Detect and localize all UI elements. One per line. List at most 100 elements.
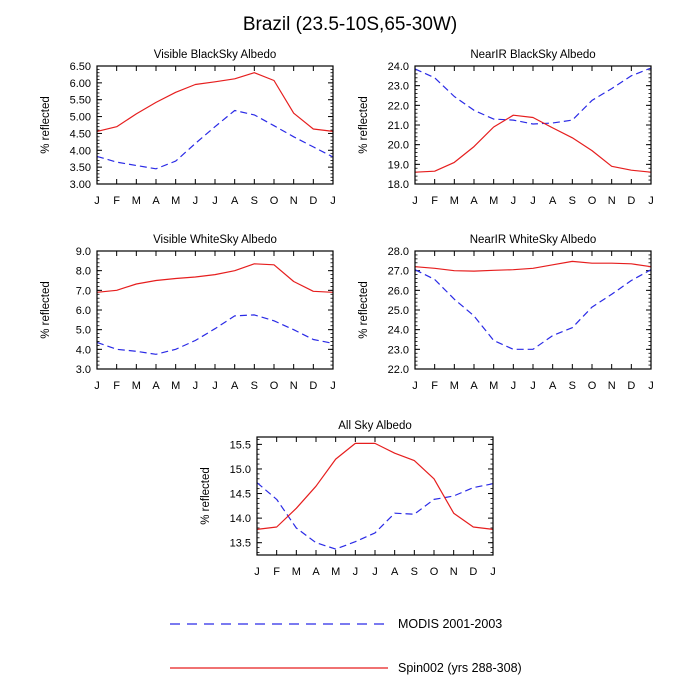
panel-title: NearIR WhiteSky Albedo bbox=[470, 234, 597, 246]
y-tick-label: 3.00 bbox=[70, 179, 91, 191]
y-tick-label: 21.0 bbox=[388, 120, 409, 132]
series-line-spin002-yrs-288-308 bbox=[256, 442, 494, 530]
y-tick-label: 26.0 bbox=[388, 285, 409, 297]
x-tick-label: J bbox=[254, 566, 260, 578]
x-tick-label: J bbox=[330, 195, 336, 207]
plot-frame bbox=[256, 436, 494, 556]
legend-label-modis: MODIS 2001-2003 bbox=[398, 617, 502, 631]
x-tick-label: F bbox=[431, 380, 438, 392]
y-tick-label: 28.0 bbox=[388, 246, 409, 258]
x-tick-label: F bbox=[113, 380, 120, 392]
y-tick-label: 5.00 bbox=[70, 112, 91, 124]
x-tick-label: O bbox=[588, 380, 597, 392]
x-tick-label: J bbox=[490, 566, 496, 578]
y-tick-label: 18.0 bbox=[388, 179, 409, 191]
plot-frame bbox=[96, 65, 334, 185]
x-tick-label: M bbox=[132, 195, 141, 207]
x-tick-label: A bbox=[470, 380, 478, 392]
x-tick-label: A bbox=[152, 195, 160, 207]
x-tick-label: A bbox=[231, 380, 239, 392]
y-tick-label: 13.5 bbox=[230, 538, 251, 550]
x-tick-label: D bbox=[309, 195, 317, 207]
x-tick-label: J bbox=[353, 566, 359, 578]
x-tick-label: D bbox=[627, 195, 635, 207]
plot-frame bbox=[96, 250, 334, 370]
x-tick-label: M bbox=[292, 566, 301, 578]
x-tick-label: M bbox=[450, 380, 459, 392]
series-line-spin002-yrs-288-308 bbox=[96, 72, 334, 132]
x-tick-label: J bbox=[412, 195, 418, 207]
x-tick-label: N bbox=[290, 195, 298, 207]
x-tick-label: O bbox=[588, 195, 597, 207]
y-tick-label: 15.0 bbox=[230, 464, 251, 476]
y-tick-label: 27.0 bbox=[388, 266, 409, 278]
y-tick-label: 6.0 bbox=[76, 305, 91, 317]
y-tick-label: 4.00 bbox=[70, 145, 91, 157]
legend-label-spin002: Spin002 (yrs 288-308) bbox=[398, 661, 522, 675]
x-tick-label: A bbox=[312, 566, 320, 578]
x-tick-label: O bbox=[270, 195, 279, 207]
x-tick-label: F bbox=[431, 195, 438, 207]
y-tick-label: 3.50 bbox=[70, 162, 91, 174]
x-tick-label: M bbox=[489, 380, 498, 392]
x-tick-label: J bbox=[193, 195, 199, 207]
y-tick-label: 22.0 bbox=[388, 364, 409, 376]
y-tick-label: 14.0 bbox=[230, 513, 251, 525]
x-tick-label: J bbox=[530, 195, 536, 207]
y-tick-label: 3.0 bbox=[76, 364, 91, 376]
x-tick-label: S bbox=[411, 566, 418, 578]
y-tick-label: 24.0 bbox=[388, 61, 409, 73]
y-tick-label: 7.0 bbox=[76, 285, 91, 297]
y-tick-label: 6.50 bbox=[70, 61, 91, 73]
y-tick-label: 4.50 bbox=[70, 128, 91, 140]
x-tick-label: D bbox=[469, 566, 477, 578]
y-tick-label: 6.00 bbox=[70, 78, 91, 90]
plot-frame bbox=[414, 65, 652, 185]
y-tick-label: 15.5 bbox=[230, 439, 251, 451]
panel-title: All Sky Albedo bbox=[338, 420, 412, 432]
x-tick-label: J bbox=[212, 380, 218, 392]
x-tick-label: M bbox=[171, 195, 180, 207]
x-tick-label: J bbox=[94, 380, 100, 392]
y-tick-label: 14.5 bbox=[230, 489, 251, 501]
x-tick-label: O bbox=[270, 380, 279, 392]
x-tick-label: A bbox=[549, 195, 557, 207]
y-tick-label: 25.0 bbox=[388, 305, 409, 317]
y-axis-label: % reflected bbox=[200, 467, 212, 525]
x-tick-label: M bbox=[450, 195, 459, 207]
x-tick-label: A bbox=[549, 380, 557, 392]
y-tick-label: 9.0 bbox=[76, 246, 91, 258]
x-tick-label: M bbox=[132, 380, 141, 392]
x-tick-label: M bbox=[489, 195, 498, 207]
panel-title: NearIR BlackSky Albedo bbox=[470, 49, 595, 61]
y-tick-label: 23.0 bbox=[388, 81, 409, 93]
y-tick-label: 22.0 bbox=[388, 100, 409, 112]
legend: MODIS 2001-2003 Spin002 (yrs 288-308) bbox=[170, 617, 522, 675]
series-line-modis-2001-2003 bbox=[256, 482, 494, 550]
x-tick-label: N bbox=[450, 566, 458, 578]
x-tick-label: S bbox=[251, 195, 258, 207]
y-axis-label: % reflected bbox=[358, 281, 370, 339]
series-line-modis-2001-2003 bbox=[96, 109, 334, 170]
x-tick-label: J bbox=[511, 195, 517, 207]
x-tick-label: A bbox=[152, 380, 160, 392]
x-tick-label: J bbox=[412, 380, 418, 392]
x-tick-label: J bbox=[530, 380, 536, 392]
x-tick-label: N bbox=[608, 380, 616, 392]
y-tick-label: 8.0 bbox=[76, 266, 91, 278]
x-tick-label: S bbox=[569, 380, 576, 392]
y-tick-label: 24.0 bbox=[388, 325, 409, 337]
y-tick-label: 19.0 bbox=[388, 159, 409, 171]
x-tick-label: J bbox=[511, 380, 517, 392]
x-tick-label: S bbox=[569, 195, 576, 207]
x-tick-label: O bbox=[430, 566, 439, 578]
x-tick-label: M bbox=[331, 566, 340, 578]
y-tick-label: 5.0 bbox=[76, 325, 91, 337]
